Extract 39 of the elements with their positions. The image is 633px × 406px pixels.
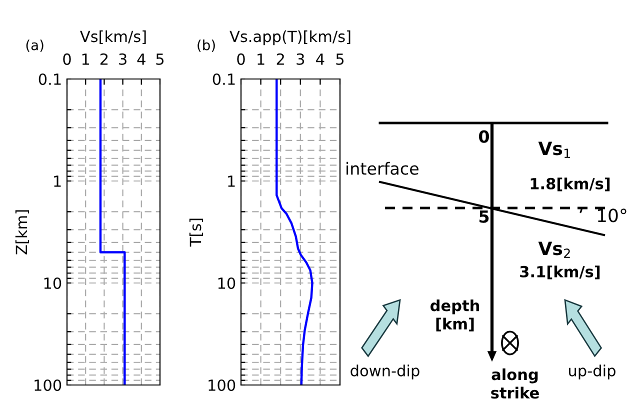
text: 0: [479, 130, 489, 143]
x-tick-label: 0: [237, 53, 245, 65]
y-tick-label: 10: [218, 277, 236, 290]
x-tick-label: 2: [100, 53, 108, 65]
text: depth [km]: [430, 299, 480, 332]
text: 10°: [598, 208, 626, 222]
y-axis-title: Z[km]: [15, 210, 30, 254]
text: interface: [346, 162, 418, 175]
text: 3.1[km/s]: [520, 266, 600, 280]
text: Vs$_{2}$: [538, 242, 570, 258]
y-tick-label: 100: [34, 379, 62, 392]
text: along strike: [491, 368, 539, 399]
y-tick-label: 1: [228, 176, 235, 187]
text: 1.8[km/s]: [530, 178, 610, 192]
y-tick-label: 100: [208, 379, 236, 392]
text: down-dip: [350, 364, 420, 380]
y-axis-title: T[s]: [189, 218, 204, 247]
line-series: [276, 79, 314, 385]
y-tick-label: 0.1: [38, 73, 61, 86]
x-axis-title: Vs.app(T)[km/s]: [230, 30, 350, 46]
text: Vs$_{1}$: [538, 142, 570, 158]
x-tick-label: 4: [137, 54, 146, 65]
text: 5: [479, 210, 489, 223]
x-tick-label: 0: [63, 53, 71, 65]
y-tick-label: 10: [44, 277, 62, 290]
x-tick-label: 5: [336, 54, 344, 65]
text: (a): [26, 40, 44, 52]
y-tick-label: 1: [54, 176, 61, 187]
x-tick-label: 3: [296, 53, 304, 65]
x-tick-label: 1: [82, 54, 90, 65]
x-tick-label: 4: [316, 54, 324, 65]
x-tick-label: 1: [258, 54, 264, 65]
text: up-dip: [569, 364, 616, 380]
text: (b): [198, 40, 215, 52]
x-tick-label: 2: [276, 53, 284, 65]
y-tick-label: 0.1: [212, 73, 235, 86]
x-axis-title: Vs[km/s]: [80, 30, 146, 44]
x-tick-label: 5: [156, 54, 164, 65]
x-tick-label: 3: [119, 53, 126, 65]
